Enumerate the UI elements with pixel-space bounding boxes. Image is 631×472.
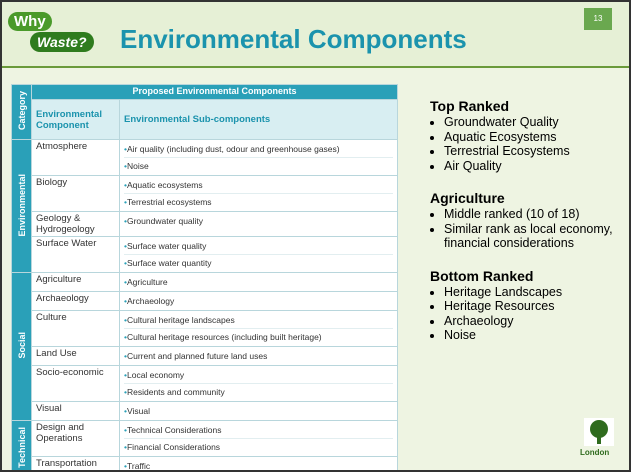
column-header: Environmental Sub-components [119, 99, 398, 140]
subcomponent-cell: Air quality (including dust, odour and g… [119, 139, 398, 176]
subcomponent: Terrestrial ecosystems [124, 194, 393, 210]
subcomponent: Local economy [124, 367, 393, 384]
icon-canopy [590, 420, 608, 438]
column-header: Environmental Component [31, 99, 120, 140]
component-cell: Atmosphere [31, 139, 120, 176]
subcomponent: Groundwater quality [124, 213, 393, 229]
subcomponent: Surface water quality [124, 238, 393, 255]
table-row: VisualVisual [12, 401, 398, 421]
column-header-row: Environmental Component Environmental Sub… [12, 99, 398, 140]
subcomponent: Agriculture [124, 274, 393, 290]
component-cell: Land Use [31, 346, 120, 366]
subcomponent-cell: Agriculture [119, 272, 398, 292]
note-bullet: Terrestrial Ecosystems [444, 144, 622, 159]
table-row: Land UseCurrent and planned future land … [12, 346, 398, 366]
subcomponent: Residents and community [124, 384, 393, 400]
component-cell: Visual [31, 401, 120, 421]
slide-title: Environmental Components [120, 24, 467, 54]
component-cell: Agriculture [31, 272, 120, 292]
header: Why Waste? Environmental Components 13 [2, 2, 629, 68]
subcomponent: Current and planned future land uses [124, 348, 393, 364]
table-row: Social AgricultureAgriculture [11, 272, 398, 421]
subcomponent: Surface water quantity [124, 255, 393, 271]
table-row: Environmental AtmosphereAir quality (incl… [11, 139, 398, 273]
subcomponent-cell: Archaeology [119, 291, 398, 311]
subcomponent: Cultural heritage resources (including b… [124, 329, 393, 345]
logo-why: Why [8, 12, 52, 31]
note-bullet: Middle ranked (10 of 18) [444, 207, 622, 222]
table-row: CultureCultural heritage landscapesCultu… [12, 310, 398, 347]
subcomponent: Traffic [124, 458, 393, 470]
subcomponent: Archaeology [124, 293, 393, 309]
table-row: ArchaeologyArchaeology [12, 291, 398, 311]
table-row: Surface WaterSurface water qualitySurfac… [12, 236, 398, 273]
note-list: Heritage LandscapesHeritage ResourcesArc… [430, 285, 622, 343]
category-label: Technical [16, 426, 27, 468]
subcomponent-cell: Traffic [119, 456, 398, 470]
category-header-text: Category [16, 91, 27, 131]
subcomponent: Visual [124, 403, 393, 419]
note-heading: Agriculture [430, 190, 505, 206]
component-cell: Transportation [31, 456, 120, 470]
note-list: Middle ranked (10 of 18)Similar rank as … [430, 207, 622, 251]
note-bullet: Archaeology [444, 314, 622, 329]
component-cell: Socio-economic [31, 365, 120, 402]
subcomponent: Financial Considerations [124, 439, 393, 455]
component-cell: Surface Water [31, 236, 120, 273]
table-title: Proposed Environmental Components [31, 84, 398, 100]
note-list: Groundwater QualityAquatic EcosystemsTer… [430, 115, 622, 173]
component-cell: Biology [31, 175, 120, 212]
table-row: BiologyAquatic ecosystemsTerrestrial eco… [12, 175, 398, 212]
note-bullet: Noise [444, 328, 622, 343]
tree-icon [584, 418, 614, 446]
category-label: Environmental [16, 173, 27, 237]
category-cell: Environmental [11, 139, 32, 273]
component-cell: Design and Operations [31, 420, 120, 457]
component-cell: Archaeology [31, 291, 120, 311]
subcomponent: Air quality (including dust, odour and g… [124, 141, 393, 158]
subcomponent-cell: Local economyResidents and community [119, 365, 398, 402]
note-bullet: Similar rank as local economy, financial… [444, 222, 622, 251]
note-bullet: Aquatic Ecosystems [444, 130, 622, 145]
note-bullet: Heritage Landscapes [444, 285, 622, 300]
note-bullet: Groundwater Quality [444, 115, 622, 130]
caption-row: Category Proposed Environmental Component… [11, 84, 398, 140]
component-cell: Geology & Hydrogeology [31, 211, 120, 237]
logo-waste: Waste? [30, 32, 94, 52]
table-row: Transportation Traffic [12, 456, 398, 470]
subcomponent: Cultural heritage landscapes [124, 312, 393, 329]
category-label: Social [16, 332, 27, 359]
icon-trunk [597, 435, 601, 444]
slide-number: 13 [584, 8, 612, 30]
subcomponent-cell: Groundwater quality [119, 211, 398, 237]
subcomponent-cell: Aquatic ecosystemsTerrestrial ecosystems [119, 175, 398, 212]
note-heading: Top Ranked [430, 98, 510, 114]
note-heading: Bottom Ranked [430, 267, 534, 284]
notes: Top RankedGroundwater QualityAquatic Eco… [430, 98, 622, 360]
table-row: Socio-economicLocal economyResidents and… [12, 365, 398, 402]
component-cell: Culture [31, 310, 120, 347]
category-cell: Technical [11, 420, 32, 470]
table-row: Geology & HydrogeologyGroundwater qualit… [12, 211, 398, 237]
category-cell: Social [11, 272, 32, 421]
note-bullet: Heritage Resources [444, 299, 622, 314]
category-header: Category [11, 84, 32, 140]
components-table: Category Proposed Environmental Component… [11, 84, 398, 470]
subcomponent-cell: Visual [119, 401, 398, 421]
subcomponent-cell: Technical ConsiderationsFinancial Consid… [119, 420, 398, 457]
subcomponent-cell: Cultural heritage landscapesCultural her… [119, 310, 398, 347]
note-bullet: Air Quality [444, 159, 622, 174]
subcomponent: Aquatic ecosystems [124, 177, 393, 194]
footer-logo: London [580, 448, 610, 457]
subcomponent-cell: Current and planned future land uses [119, 346, 398, 366]
table-row: Technical Design and OperationsTechnical … [11, 420, 398, 470]
subcomponent: Noise [124, 158, 393, 174]
subcomponent: Technical Considerations [124, 422, 393, 439]
